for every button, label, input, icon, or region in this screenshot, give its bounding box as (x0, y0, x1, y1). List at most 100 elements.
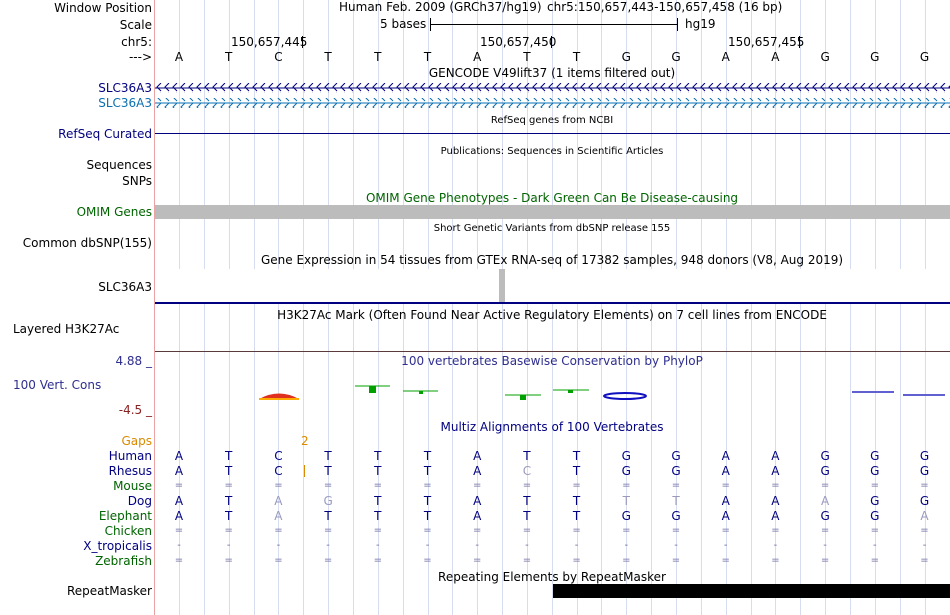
grid-line (228, 0, 230, 615)
gencode-track-title: GENCODE V49lift37 (1 items filtered out) (428, 66, 676, 80)
alignment-base-dog: G (919, 494, 930, 508)
alignment-base-elephant: A (771, 509, 780, 523)
alignment-base-mouse: = (721, 480, 730, 491)
alignment-base-mouse: = (373, 480, 382, 491)
alignment-base-rhesus: A (721, 464, 730, 478)
label-repeatmasker[interactable]: RepeatMasker (66, 584, 152, 598)
alignment-base-dog: T (523, 494, 531, 508)
scale-bar-left-tick (430, 18, 431, 31)
gtex-gene-line[interactable] (155, 302, 950, 304)
grid-line (651, 0, 653, 615)
alignment-base-dog: T (572, 494, 581, 508)
base-letter: G (820, 50, 830, 64)
alignment-base-human: T (225, 449, 233, 463)
grid-line (576, 0, 578, 615)
gtex-white-band (155, 269, 950, 302)
label-snps[interactable]: SNPs (122, 174, 152, 188)
phylop-conservation-graph[interactable] (155, 370, 950, 415)
alignment-base-dog: A (820, 494, 830, 508)
grid-line (850, 0, 851, 615)
publications-track-title: Publications: Sequences in Scientific Ar… (440, 146, 664, 157)
h3k27ac-track-title: H3K27Ac Mark (Often Found Near Active Re… (277, 308, 827, 322)
alignment-base-x-tropicalis: - (773, 540, 778, 551)
alignment-base-human: C (274, 449, 283, 463)
alignment-base-rhesus: T (324, 464, 332, 478)
alignment-base-elephant: T (374, 509, 382, 523)
track-display-area[interactable]: Human Feb. 2009 (GRCh37/hg19) chr5:150,6… (155, 0, 950, 615)
alignment-base-human: A (174, 449, 184, 463)
grid-line (825, 0, 827, 615)
label-species-elephant[interactable]: Elephant (98, 509, 152, 523)
label-species-chicken[interactable]: Chicken (104, 524, 152, 538)
label-common-dbsnp[interactable]: Common dbSNP(155) (22, 236, 152, 250)
alignment-base-human: T (423, 449, 432, 463)
label-100-vert-cons[interactable]: 100 Vert. Cons (13, 378, 102, 392)
omim-gene-bar[interactable] (155, 205, 950, 219)
label-gtex-slc36a3[interactable]: SLC36A3 (98, 280, 152, 294)
base-letter: T (423, 50, 432, 64)
base-letter: T (324, 50, 332, 64)
label-layered-h3k27ac[interactable]: Layered H3K27Ac (13, 322, 120, 336)
alignment-base-mouse: = (224, 480, 233, 491)
label-species-x-tropicalis[interactable]: X_tropicalis (83, 539, 152, 553)
label-refseq-curated[interactable]: RefSeq Curated (58, 127, 152, 141)
alignment-base-zebrafish: = (771, 555, 780, 566)
alignment-base-zebrafish: = (920, 555, 929, 566)
refseq-gene-line[interactable] (155, 133, 950, 134)
base-letter: T (225, 50, 233, 64)
alignment-base-chicken: = (274, 525, 283, 536)
alignment-base-dog: T (672, 494, 680, 508)
coordinate-1-tick (302, 36, 303, 48)
alignment-base-mouse: = (274, 480, 283, 491)
grid-line (899, 0, 901, 615)
label-gencode-slc36a3[interactable]: SLC36A3 (98, 81, 152, 95)
alignment-base-rhesus: A (771, 464, 780, 478)
alignment-base-elephant: G (671, 509, 681, 523)
label-omim-genes[interactable]: OMIM Genes (76, 205, 152, 219)
alignment-base-rhesus: C (522, 464, 532, 478)
label-species-human[interactable]: Human (108, 449, 152, 463)
label-species-rhesus[interactable]: Rhesus (108, 464, 152, 478)
label-species-dog[interactable]: Dog (127, 494, 152, 508)
alignment-base-rhesus: G (919, 464, 930, 478)
refseq-track-title: RefSeq genes from NCBI (490, 115, 614, 126)
label-phylop-ymin: -4.5 _ (118, 403, 152, 417)
label-species-mouse[interactable]: Mouse (113, 479, 152, 493)
base-letter: T (374, 50, 382, 64)
grid-line (477, 0, 479, 615)
alignment-base-chicken: = (820, 525, 830, 536)
label-chr: chr5: (121, 35, 152, 49)
alignment-base-rhesus: T (374, 464, 382, 478)
alignment-base-mouse: = (870, 480, 879, 491)
scale-bar-right-tick (677, 18, 678, 31)
label-sequences[interactable]: Sequences (86, 158, 152, 172)
alignment-base-elephant: A (473, 509, 482, 523)
label-species-zebrafish[interactable]: Zebrafish (95, 554, 152, 568)
alignment-base-human: T (324, 449, 332, 463)
alignment-base-mouse: = (323, 480, 333, 491)
grid-line (452, 0, 454, 615)
grid-line (353, 0, 354, 615)
grid-line (626, 0, 628, 615)
repeatmasker-element-bar[interactable] (553, 584, 950, 598)
alignment-base-mouse: = (174, 480, 184, 491)
gtex-expression-bar[interactable] (499, 269, 505, 302)
alignment-base-x-tropicalis: - (674, 540, 678, 551)
alignment-base-zebrafish: = (820, 555, 830, 566)
alignment-base-chicken: = (671, 525, 681, 536)
alignment-base-x-tropicalis: - (624, 540, 629, 551)
alignment-base-dog: T (225, 494, 233, 508)
alignment-base-zebrafish: = (671, 555, 681, 566)
alignment-base-human: G (671, 449, 681, 463)
gencode-gene-slc36a3[interactable] (155, 82, 950, 110)
phylop-track-title: 100 vertebrates Basewise Conservation by… (401, 354, 703, 368)
alignment-base-dog: T (622, 494, 630, 508)
alignment-base-mouse: = (622, 480, 631, 491)
alignment-base-x-tropicalis: - (922, 540, 927, 551)
panel-separator (154, 0, 155, 615)
label-gencode-slc36a3-alt[interactable]: SLC36A3 (98, 96, 152, 110)
alignment-base-elephant: A (174, 509, 184, 523)
alignment-base-mouse: = (671, 480, 681, 491)
alignment-base-human: A (771, 449, 780, 463)
coordinate-3: 150,657,455 (728, 35, 805, 49)
